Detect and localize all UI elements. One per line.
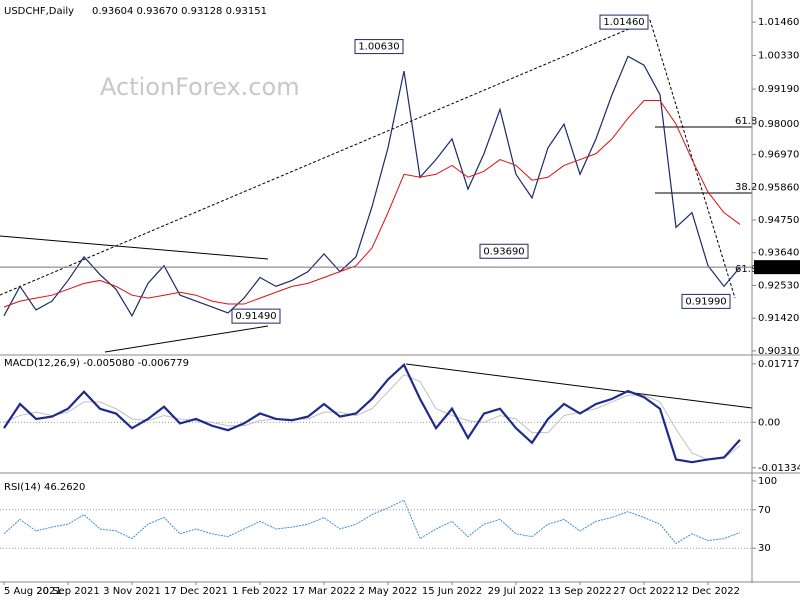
trendlines [0,19,753,409]
watermark: ActionForex.com [100,73,300,101]
panel-title: USDCHF,Daily [4,6,74,17]
y-tick-label: 0.94750 [758,215,799,226]
x-tick-label: 29 Jul 2022 [488,586,545,597]
y-tick-label: 0.96970 [758,150,799,161]
level-box [681,293,731,309]
y-tick-label: 0.99190 [758,84,799,95]
x-tick-label: 2 May 2022 [359,586,418,597]
x-tick-label: 13 Sep 2022 [548,586,611,597]
y-tick-label: 1.00330 [758,50,799,61]
fib-label: 61.8 [735,116,757,127]
x-tick-label: 17 Mar 2022 [292,586,355,597]
y-tick-label: 0.95860 [758,182,799,193]
y-tick-label: 0.91420 [758,313,799,324]
level-label: 0.93690 [483,246,524,257]
y-tick-label: 0.00 [758,417,780,428]
y-tick-label: 70 [758,505,771,516]
trendline [104,325,269,353]
trendline [405,363,753,409]
series-line [3,100,741,308]
level-label: 1.00630 [358,42,399,53]
series-line [3,55,741,318]
x-tick-label: 20 Sep 2021 [36,586,99,597]
x-tick-label: 15 Jun 2022 [422,586,482,597]
level-box [354,39,404,55]
price-label: 0.93151 [758,262,799,273]
series-line [3,363,741,464]
x-tick-label: 1 Feb 2022 [232,586,288,597]
y-tick-label: 1.01460 [758,17,799,28]
x-tick-label: 3 Nov 2021 [103,586,161,597]
level-box [231,308,281,324]
series-line [3,374,741,461]
level-label: 1.01460 [603,17,644,28]
y-tick-label: 0.90310 [758,346,799,357]
panel-title: MACD(12,26,9) -0.005080 -0.006779 [4,358,189,369]
x-tick-label: 27 Oct 2022 [613,586,675,597]
y-tick-label: 30 [758,543,771,554]
x-tick-label: 5 Aug 2021 [4,586,62,597]
quote: 0.93604 0.93670 0.93128 0.93151 [92,6,267,17]
trendline [0,19,651,296]
y-tick-label: 0.92530 [758,280,799,291]
y-tick-label: 0.93640 [758,248,799,259]
trendline [649,19,736,299]
level-label: 0.91990 [685,296,726,307]
trendline [0,235,269,260]
x-tick-label: 12 Dec 2022 [676,586,740,597]
panel-title: RSI(14) 46.2620 [4,482,85,493]
fib-label: 61.8 [735,264,757,275]
fib-label: 38.2 [735,182,757,193]
level-label: 0.91490 [235,311,276,322]
price-box [754,260,800,275]
y-tick-label: 100 [758,476,777,487]
level-box [479,243,529,259]
series-line [3,499,741,545]
y-tick-label: 0.017176 [758,359,800,370]
frame [0,0,800,583]
y-tick-label: -0.01334 [758,463,800,474]
level-box [599,14,649,30]
x-tick-label: 17 Dec 2021 [164,586,228,597]
y-tick-label: 0.98000 [758,119,799,130]
